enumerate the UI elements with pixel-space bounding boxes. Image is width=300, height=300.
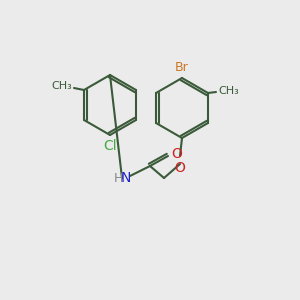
Text: N: N xyxy=(121,171,131,185)
Text: CH₃: CH₃ xyxy=(51,81,72,91)
Text: CH₃: CH₃ xyxy=(218,86,239,96)
Text: O: O xyxy=(175,161,185,175)
Text: Cl: Cl xyxy=(103,139,117,153)
Text: O: O xyxy=(171,147,182,161)
Text: Br: Br xyxy=(175,61,189,74)
Text: H: H xyxy=(113,172,123,184)
